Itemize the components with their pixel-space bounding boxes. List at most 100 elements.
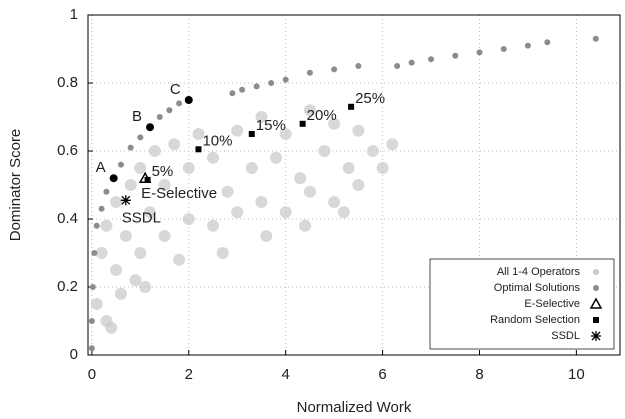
legend-label: All 1-4 Operators [497,266,581,278]
point [366,145,379,157]
point [110,264,123,276]
point [245,162,258,174]
point [318,145,331,157]
point [195,146,202,153]
point [337,206,350,219]
point [299,120,306,127]
point [239,86,246,93]
point [255,111,268,123]
point [394,63,401,69]
x-tick-label: 2 [185,366,193,383]
point [306,69,313,76]
point [231,206,244,219]
point [268,80,275,86]
point [544,39,551,46]
legend-box [429,258,615,350]
point [255,196,268,208]
point [253,83,260,90]
y-tick-label: 0.2 [57,278,78,295]
point [182,213,195,225]
legend-marker [589,297,603,309]
y-tick-label: 0.4 [57,210,78,227]
point [117,161,124,168]
y-axis-label: Dominator Score [7,129,24,242]
point [89,284,96,290]
y-tick-label: 0.6 [57,142,78,159]
point [158,230,171,242]
point [192,128,205,140]
annotation-label: B [132,108,142,125]
point [328,117,341,130]
x-axis-label: Normalized Work [297,399,412,416]
y-tick-label: 1 [70,6,78,23]
point [328,196,341,208]
point [129,274,142,287]
point [476,49,483,56]
point [216,247,229,259]
point-label: 5% [152,163,174,180]
point [500,46,507,52]
annotation-point [109,174,118,183]
x-tick-label: 10 [568,366,585,383]
point [88,318,95,324]
legend-marker [593,285,599,291]
point-label: 10% [202,132,232,149]
point [408,59,415,66]
point [342,162,355,174]
point [352,179,365,191]
legend-label: E-Selective [524,298,580,310]
point [156,114,163,120]
annotation-point [184,96,193,104]
point [386,138,399,151]
point [592,35,599,42]
point-label: 15% [256,117,286,134]
point [139,281,152,293]
point [176,100,183,107]
point [355,63,362,69]
point [95,247,108,259]
annotation-label: A [96,159,106,176]
point [166,107,173,114]
point [221,185,234,198]
point [127,144,134,151]
point [452,52,459,59]
point [100,219,113,232]
point [93,222,100,229]
legend: All 1-4 Operators Optimal Solutions E-Sele… [429,258,615,350]
point-label: E-Selective [141,185,217,202]
x-tick-label: 4 [282,366,290,383]
point [279,206,292,219]
point [98,205,105,212]
point-label: 25% [355,90,385,107]
point [269,151,282,164]
y-tick-label: 0.8 [57,74,78,91]
point [524,42,531,49]
point [168,138,181,151]
legend-label: Optimal Solutions [494,282,581,294]
point [105,321,118,334]
point [303,185,316,198]
point [134,162,147,174]
point-label: 20% [307,107,337,124]
point [137,134,144,141]
point [103,188,110,195]
point [299,219,312,232]
point [182,162,195,174]
point [279,128,292,140]
point [260,230,273,242]
legend-marker [593,269,599,275]
point [88,345,95,352]
legend-label: SSDL [551,330,580,342]
annotation-label: C [170,81,181,98]
legend-marker [591,331,601,341]
annotation-point [146,123,155,132]
point [120,195,131,206]
point [207,219,220,232]
point [148,145,161,157]
point [114,287,127,300]
point [352,124,365,137]
x-tick-label: 8 [475,366,483,383]
y-tick-label: 0 [70,346,78,363]
point [348,103,355,110]
point [248,131,255,137]
